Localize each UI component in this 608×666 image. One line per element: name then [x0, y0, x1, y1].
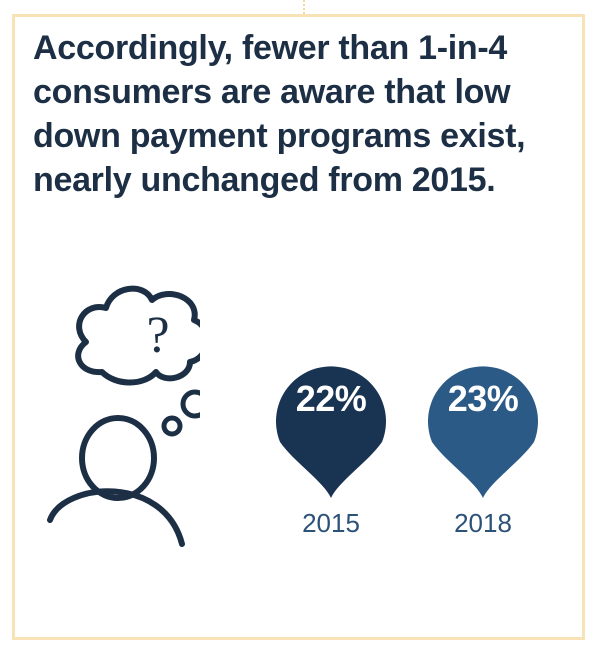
thought-cloud-icon [75, 285, 200, 386]
percent-marker-2015 [276, 366, 386, 498]
percent-marker-2018 [428, 366, 538, 498]
person-thinking-illustration: ? [47, 285, 200, 547]
percent-marker-shape-2015 [276, 366, 386, 498]
thought-dots-icon [161, 389, 200, 437]
year-label-2018: 2018 [454, 508, 512, 538]
year-label-2015: 2015 [302, 508, 360, 538]
percent-marker-shape-2018 [428, 366, 538, 498]
top-connector-line [303, 0, 305, 14]
headline: Accordingly, fewer than 1-in-4 consumers… [33, 29, 526, 199]
infographic-card [12, 14, 585, 640]
percent-label-2015: 22% [295, 378, 367, 419]
percent-label-2018: 23% [447, 378, 519, 419]
question-mark: ? [146, 307, 169, 364]
person-icon [47, 415, 185, 547]
